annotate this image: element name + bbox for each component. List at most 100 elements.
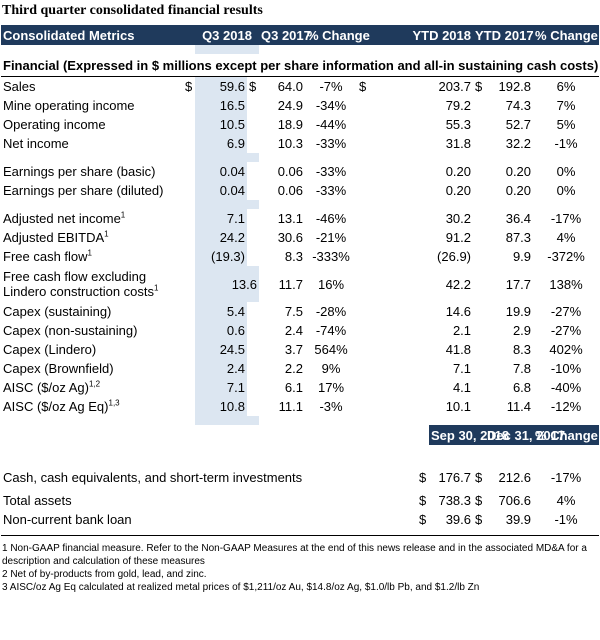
row-currency-ytd-2018 (357, 378, 429, 397)
row-q3-2017: 3.7 (284, 342, 303, 357)
table-row: Adjusted net income1 7.1 13.1 -46% 30.2 36.4 -… (1, 209, 599, 228)
row-label-text: Capex (sustaining) (3, 304, 112, 319)
row-ytd-2018: (26.9) (437, 249, 472, 264)
row-label-text: Mine operating income (3, 98, 135, 113)
table-row: Capex (Lindero) 24.5 3.7 564% 41.8 8.3 402% (1, 340, 599, 359)
table-row: Sales $59.6 $64.0 -7% $203.7 $192.8 6% (1, 76, 599, 96)
table-row: Total assets $738.3 $706.6 4% (1, 491, 599, 510)
spacer-row (1, 416, 599, 425)
row-ytd-2018: 10.1 (445, 399, 472, 414)
row-q3-2018: 6.9 (195, 134, 247, 153)
row-currency-ytd-2017 (473, 302, 485, 321)
header-q3-2018: Q3 2018 (195, 25, 259, 45)
footnote-3: 3 AISC/oz Ag Eq calculated at realized m… (2, 581, 480, 593)
row-label-text: Earnings per share (diluted) (3, 183, 164, 198)
row-pct-change-q: 16% (317, 276, 345, 292)
data-rows: Sales $59.6 $64.0 -7% $203.7 $192.8 6% Mine ope… (1, 76, 599, 416)
row-label-text: Earnings per share (basic) (3, 164, 156, 179)
row-label: Capex (Brownfield) (1, 359, 183, 378)
row-currency-q3-2017 (247, 96, 259, 115)
row-q3-2018: 7.1 (195, 378, 247, 397)
row-ytd-2018: 79.2 (445, 98, 472, 113)
row-pct-change-y: 0% (556, 183, 576, 198)
balance-pct-change: -17% (550, 469, 582, 485)
row-currency-ytd-2018 (357, 162, 429, 181)
row-q3-2017: 2.2 (284, 361, 303, 376)
table-row: Mine operating income 16.5 24.9 -34% 79.2 74.… (1, 96, 599, 115)
row-currency-q3-2017 (247, 209, 259, 228)
row-pct-change-y: 402% (549, 342, 583, 357)
row-ytd-2018: 31.8 (445, 136, 472, 151)
row-pct-change-y: -10% (550, 361, 582, 376)
row-pct-change-y: 4% (556, 230, 576, 245)
row-q3-2017: 8.3 (284, 249, 303, 264)
section-title: Financial (Expressed in $ millions excep… (1, 54, 600, 77)
row-ytd-2017: 0.20 (505, 183, 532, 198)
row-currency-ytd-2018: $ (359, 79, 367, 94)
row-q3-2017: 0.06 (277, 183, 303, 198)
row-currency-ytd-2018 (357, 228, 429, 247)
table-row: Non-current bank loan $39.6 $39.9 -1% (1, 510, 599, 529)
row-pct-change-q: -33% (315, 164, 347, 179)
balance-sep-2018: 738.3 (438, 493, 472, 508)
row-ytd-2017: 19.9 (505, 304, 532, 319)
row-label-text: Sales (3, 79, 36, 94)
row-ytd-2018: 203.7 (438, 79, 472, 94)
row-q3-2017: 64.0 (277, 79, 303, 94)
row-footnote-ref: 1 (120, 210, 126, 220)
row-pct-change-q: -44% (315, 117, 347, 132)
row-currency-ytd-2018 (357, 397, 429, 416)
row-pct-change-y: -27% (550, 323, 582, 338)
table-row: Earnings per share (diluted) 0.04 0.06 -33%… (1, 181, 599, 200)
row-currency-q3-2017 (247, 397, 259, 416)
table-row: Free cash flow1 (19.3) 8.3 -333% (26.9) 9.9 -3… (1, 247, 599, 266)
table-bottom-rule (1, 529, 600, 536)
balance-rows: Cash, cash equivalents, and short-term i… (1, 463, 599, 529)
row-currency-ytd-2017 (473, 266, 485, 302)
row-label-text: Net income (3, 136, 69, 151)
row-currency-q3-2018 (183, 321, 195, 340)
row-q3-2018: 24.5 (195, 340, 247, 359)
row-label: Free cash flow excluding Lindero construc… (1, 266, 195, 302)
row-q3-2017: 10.3 (277, 136, 303, 151)
row-currency-q3-2018 (183, 359, 195, 378)
row-currency-ytd-2018 (357, 359, 429, 378)
row-q3-2017: 13.1 (277, 211, 303, 226)
row-currency-q3-2017 (247, 359, 259, 378)
financial-table-container: Consolidated Metrics Q3 2018 Q3 2017 % C… (0, 25, 600, 536)
row-ytd-2017: 8.3 (512, 342, 532, 357)
row-pct-change-q: -7% (319, 79, 343, 94)
header-ytd-2018: YTD 2018 (357, 25, 474, 45)
row-q3-2018: 0.04 (195, 162, 247, 181)
spacer-row (1, 45, 599, 54)
row-currency-q3-2018 (183, 228, 195, 247)
row-pct-change-y: -1% (554, 136, 578, 151)
row-label-text: Capex (Brownfield) (3, 361, 114, 376)
table-row: Capex (Brownfield) 2.4 2.2 9% 7.1 7.8 -10% (1, 359, 599, 378)
balance-dec-2017: 39.9 (505, 512, 532, 527)
row-ytd-2017: 32.2 (505, 136, 532, 151)
row-ytd-2017: 87.3 (505, 230, 532, 245)
row-label: Mine operating income (1, 96, 183, 115)
row-ytd-2017: 36.4 (505, 211, 532, 226)
row-currency-q3-2017 (247, 340, 259, 359)
row-footnote-ref: 1 (154, 283, 159, 293)
header-q3-2017: Q3 2017 (259, 25, 311, 45)
row-pct-change-q: -21% (315, 230, 347, 245)
row-label: Net income (1, 134, 183, 153)
row-currency-ytd-2018 (357, 302, 429, 321)
row-label-line1: Free cash flow excluding (3, 269, 147, 284)
row-label: Capex (Lindero) (1, 340, 183, 359)
row-label: Free cash flow1 (1, 247, 183, 266)
table-row: Capex (non-sustaining) 0.6 2.4 -74% 2.1 2.9 -2… (1, 321, 599, 340)
row-currency-q3-2017 (247, 321, 259, 340)
row-pct-change-y: -17% (550, 211, 582, 226)
row-pct-change-q: -34% (315, 98, 347, 113)
row-currency-ytd-2017 (473, 181, 485, 200)
row-q3-2018: (19.3) (195, 247, 247, 266)
row-ytd-2017: 7.8 (512, 361, 532, 376)
financial-table: Consolidated Metrics Q3 2018 Q3 2017 % C… (1, 25, 600, 536)
row-q3-2017: 0.06 (277, 164, 303, 179)
row-currency-q3-2018 (183, 209, 195, 228)
balance-currency-dec: $ (475, 469, 483, 485)
